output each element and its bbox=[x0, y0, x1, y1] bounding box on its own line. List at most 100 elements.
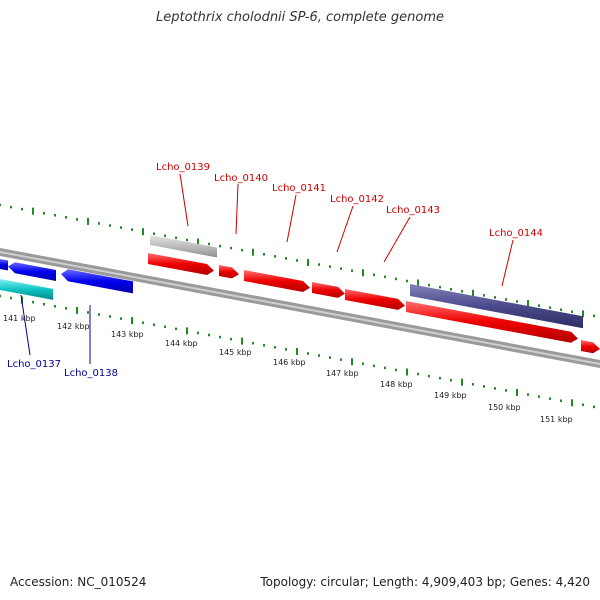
outer-minor-tick bbox=[593, 314, 595, 318]
gene-lcho-0138[interactable] bbox=[61, 269, 133, 294]
inner-minor-tick bbox=[285, 348, 287, 351]
tick-label: 145 kbp bbox=[219, 348, 252, 357]
tick-label: 143 kbp bbox=[111, 330, 144, 339]
outer-minor-tick bbox=[483, 294, 485, 297]
inner-minor-tick bbox=[384, 366, 386, 370]
gene-lcho-0141[interactable] bbox=[244, 270, 310, 292]
outer-major-tick bbox=[87, 217, 89, 225]
outer-major-tick bbox=[32, 207, 34, 215]
gene-lcho-0145[interactable] bbox=[581, 340, 600, 354]
outer-minor-tick bbox=[10, 205, 12, 209]
inner-minor-tick bbox=[395, 368, 397, 372]
outer-minor-tick bbox=[186, 238, 188, 242]
ruler-labels: 141 kbp 142 kbp 143 kbp 144 kbp 145 kbp … bbox=[3, 314, 573, 424]
tick-label: 146 kbp bbox=[273, 358, 306, 367]
gene-label-lcho-0139[interactable]: Lcho_0139 bbox=[156, 162, 210, 173]
inner-minor-tick bbox=[582, 403, 584, 407]
outer-minor-tick bbox=[439, 285, 441, 289]
inner-minor-tick bbox=[65, 307, 67, 310]
gene-lcho-0136[interactable] bbox=[8, 262, 56, 281]
gene-callouts bbox=[20, 173, 514, 364]
inner-minor-tick bbox=[318, 354, 320, 357]
gene-label-lcho-0137[interactable]: Lcho_0137 bbox=[7, 359, 61, 370]
gene-lcho-0144[interactable] bbox=[410, 284, 583, 329]
gene-lcho-0144b[interactable] bbox=[406, 301, 578, 343]
tick-label: 148 kbp bbox=[380, 380, 413, 389]
gene-label-lcho-0144[interactable]: Lcho_0144 bbox=[489, 228, 543, 239]
outer-minor-tick bbox=[153, 232, 155, 235]
outer-minor-tick bbox=[450, 287, 452, 291]
outer-major-tick bbox=[362, 269, 364, 277]
gene-label-lcho-0140[interactable]: Lcho_0140 bbox=[214, 173, 268, 184]
gene-lcho-0135[interactable] bbox=[0, 259, 8, 271]
gene-label-lcho-0138[interactable]: Lcho_0138 bbox=[64, 368, 118, 379]
gene-lcho-0143[interactable] bbox=[345, 289, 405, 310]
inner-minor-tick bbox=[87, 311, 89, 314]
outer-minor-tick bbox=[505, 298, 507, 301]
outer-minor-tick bbox=[175, 236, 177, 240]
inner-major-tick bbox=[296, 347, 298, 355]
inner-minor-tick bbox=[307, 352, 309, 355]
inner-minor-tick bbox=[417, 372, 419, 376]
gene-lcho-0137[interactable] bbox=[0, 279, 53, 300]
tick-label: 142 kbp bbox=[57, 322, 90, 331]
inner-major-tick bbox=[186, 327, 188, 335]
outer-minor-tick bbox=[285, 257, 287, 260]
inner-minor-tick bbox=[329, 356, 331, 359]
inner-major-tick bbox=[406, 368, 408, 376]
inner-minor-tick bbox=[494, 387, 496, 390]
outer-minor-tick bbox=[76, 218, 78, 221]
inner-minor-tick bbox=[483, 385, 485, 388]
gene-lcho-0140[interactable] bbox=[219, 265, 239, 279]
outer-major-tick bbox=[527, 300, 529, 308]
inner-minor-tick bbox=[593, 405, 595, 409]
inner-minor-tick bbox=[263, 344, 265, 347]
inner-minor-tick bbox=[43, 302, 45, 306]
gene-lcho-0142[interactable] bbox=[312, 282, 345, 298]
gene-lcho-0139[interactable] bbox=[150, 235, 217, 258]
outer-minor-tick bbox=[296, 259, 298, 262]
outer-major-tick bbox=[417, 279, 419, 287]
gene-lcho-0140a[interactable] bbox=[148, 253, 214, 275]
outer-major-tick bbox=[582, 310, 584, 318]
outer-minor-tick bbox=[241, 248, 243, 252]
inner-minor-tick bbox=[54, 305, 56, 308]
outer-minor-tick bbox=[263, 253, 265, 256]
gene-label-lcho-0142[interactable]: Lcho_0142 bbox=[330, 194, 384, 205]
inner-major-tick bbox=[571, 399, 573, 407]
gene-labels: Lcho_0139 Lcho_0140 Lcho_0141 Lcho_0142 … bbox=[7, 162, 543, 379]
inner-minor-tick bbox=[230, 337, 232, 341]
inner-minor-tick bbox=[340, 358, 342, 361]
outer-minor-tick bbox=[406, 279, 408, 283]
inner-minor-tick bbox=[10, 296, 12, 300]
inner-minor-tick bbox=[197, 331, 199, 335]
outer-major-tick bbox=[252, 248, 254, 256]
inner-minor-tick bbox=[450, 378, 452, 382]
outer-minor-tick bbox=[109, 224, 111, 227]
outer-minor-tick bbox=[65, 216, 67, 219]
inner-minor-tick bbox=[472, 383, 474, 386]
inner-minor-tick bbox=[428, 374, 430, 378]
inner-minor-tick bbox=[98, 313, 100, 316]
gene-label-lcho-0141[interactable]: Lcho_0141 bbox=[272, 183, 326, 194]
inner-minor-tick bbox=[538, 395, 540, 398]
inner-major-tick bbox=[131, 317, 133, 325]
outer-minor-tick bbox=[131, 228, 133, 231]
inner-major-tick bbox=[461, 378, 463, 386]
outer-major-tick bbox=[197, 238, 199, 246]
tick-label: 141 kbp bbox=[3, 314, 36, 323]
outer-major-tick bbox=[472, 289, 474, 297]
inner-minor-tick bbox=[32, 300, 34, 304]
outer-minor-tick bbox=[571, 310, 573, 314]
outer-minor-tick bbox=[98, 222, 100, 225]
gene-label-lcho-0143[interactable]: Lcho_0143 bbox=[386, 205, 440, 216]
inner-minor-tick bbox=[175, 327, 177, 331]
gene-features bbox=[0, 235, 600, 354]
inner-minor-tick bbox=[439, 376, 441, 380]
inner-minor-tick bbox=[274, 346, 276, 349]
outer-minor-tick bbox=[208, 242, 210, 246]
outer-minor-tick bbox=[340, 267, 342, 270]
inner-major-tick bbox=[76, 306, 78, 314]
inner-minor-tick bbox=[164, 325, 166, 329]
